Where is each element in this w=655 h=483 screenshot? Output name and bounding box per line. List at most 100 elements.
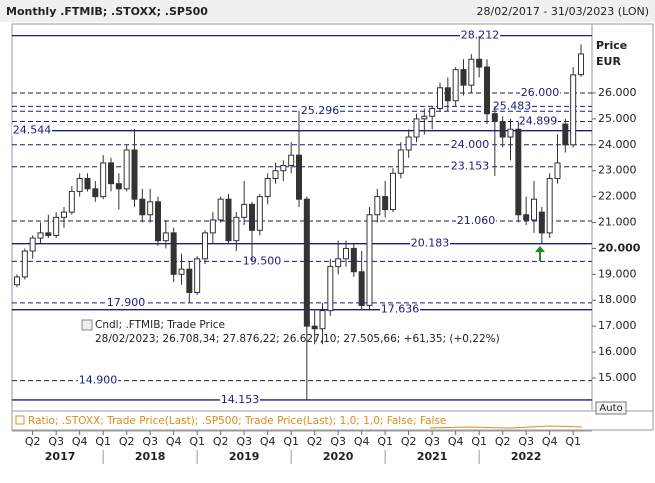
candle-body — [499, 120, 506, 138]
x-tick-label: Q1 — [283, 435, 299, 448]
ratio-icon — [15, 415, 25, 425]
candle-body — [225, 198, 232, 242]
ratio-label: Ratio; .STOXX; Trade Price(Last); .SP500… — [28, 415, 446, 427]
candle-body — [131, 149, 138, 200]
y-tick-label: 17.000 — [598, 319, 637, 332]
y-tick-label: 15.000 — [598, 371, 637, 384]
candle-body — [570, 74, 577, 146]
candle-body — [546, 177, 553, 234]
candle-body — [374, 196, 381, 216]
x-tick-label: Q2 — [495, 435, 511, 448]
candle-body — [272, 170, 279, 179]
y-tick-label: 21.000 — [598, 216, 637, 229]
level-label-bg — [492, 100, 532, 112]
legend-icon — [81, 319, 93, 331]
scale-button-label[interactable]: Auto — [599, 403, 622, 414]
level-label: 28.212 — [461, 29, 500, 42]
candle-body — [68, 190, 75, 213]
y-axis-label: Price — [596, 39, 627, 52]
y-tick-label: 18.000 — [598, 293, 637, 306]
x-tick-label: Q4 — [448, 435, 464, 448]
candle-body — [343, 247, 349, 260]
candle-body — [397, 149, 404, 174]
candle-body — [249, 203, 255, 231]
candle-body — [264, 177, 271, 198]
level-label: 14.153 — [221, 393, 260, 406]
candle-body — [484, 66, 490, 115]
y-tick-label: 25.000 — [598, 112, 637, 125]
level-label: 19.500 — [243, 254, 282, 267]
candle-body — [444, 87, 451, 102]
candle-body — [413, 118, 420, 138]
scale-button[interactable] — [595, 401, 627, 415]
x-tick-label: Q4 — [260, 435, 276, 448]
x-tick-label: Q3 — [236, 435, 252, 448]
level-label-bg — [410, 237, 450, 249]
x-tick-label: Q1 — [95, 435, 111, 448]
level-label-bg — [450, 138, 490, 150]
x-tick-label: Q1 — [565, 435, 581, 448]
candle-body — [155, 201, 161, 242]
candle-body — [186, 268, 193, 293]
candle-body — [460, 69, 467, 86]
year-label: 2021 — [417, 450, 448, 463]
candle-body — [256, 196, 263, 231]
level-label: 24.899 — [519, 114, 558, 127]
candle-body — [84, 177, 91, 190]
candle-body — [241, 203, 248, 218]
level-label-bg — [450, 160, 490, 172]
ratio-line — [429, 425, 583, 429]
y-tick-label: 19.000 — [598, 267, 637, 280]
plot-frame — [11, 23, 654, 431]
year-label: 2019 — [229, 450, 260, 463]
candle-body — [288, 154, 295, 167]
y-tick-label: 26.000 — [598, 86, 637, 99]
level-label-bg — [12, 124, 52, 136]
x-tick-label: Q2 — [401, 435, 417, 448]
candle-body — [178, 268, 185, 275]
year-label: 2018 — [135, 450, 166, 463]
candle-body — [170, 232, 177, 275]
level-label: 20.183 — [411, 237, 450, 250]
candle-body — [437, 87, 443, 110]
level-label: 21.060 — [457, 214, 496, 227]
level-label: 14.900 — [79, 374, 118, 387]
candle-body — [233, 216, 240, 242]
level-label-bg — [300, 105, 340, 117]
candle-body — [147, 201, 154, 216]
y-tick-label: 24.000 — [598, 138, 637, 151]
header-bar — [0, 0, 655, 22]
candle-body — [319, 310, 326, 330]
x-tick-label: Q4 — [542, 435, 558, 448]
x-tick-label: Q4 — [72, 435, 88, 448]
candle-body — [405, 136, 412, 151]
x-tick-label: Q3 — [142, 435, 158, 448]
candle-body — [92, 188, 99, 198]
candle-body — [578, 53, 584, 76]
level-label: 25.483 — [493, 99, 532, 112]
x-tick-label: Q1 — [471, 435, 487, 448]
chart-title: Monthly .FTMIB; .STOXX; .SP500 — [6, 5, 208, 18]
candle-body — [311, 325, 318, 330]
signal-arrow — [535, 246, 545, 261]
candle-body — [382, 196, 389, 211]
candle-body — [29, 237, 36, 252]
candle-body — [468, 58, 475, 86]
candle-body — [61, 211, 67, 218]
level-label: 24.000 — [451, 138, 490, 151]
x-tick-label: Q2 — [25, 435, 41, 448]
candle-body — [554, 162, 561, 179]
level-label-bg — [220, 393, 260, 405]
y-tick-label: 16.000 — [598, 345, 637, 358]
candle-body — [108, 162, 114, 185]
x-tick-label: Q2 — [213, 435, 229, 448]
candle-body — [538, 211, 545, 234]
y-tick-label: 20.000 — [598, 241, 641, 254]
candle-body — [53, 216, 60, 236]
candle-body — [202, 232, 208, 260]
candle-body — [507, 128, 514, 138]
candle-body — [421, 115, 428, 120]
date-range: 28/02/2017 - 31/03/2023 (LON) — [477, 5, 649, 18]
candle-body — [531, 198, 537, 221]
